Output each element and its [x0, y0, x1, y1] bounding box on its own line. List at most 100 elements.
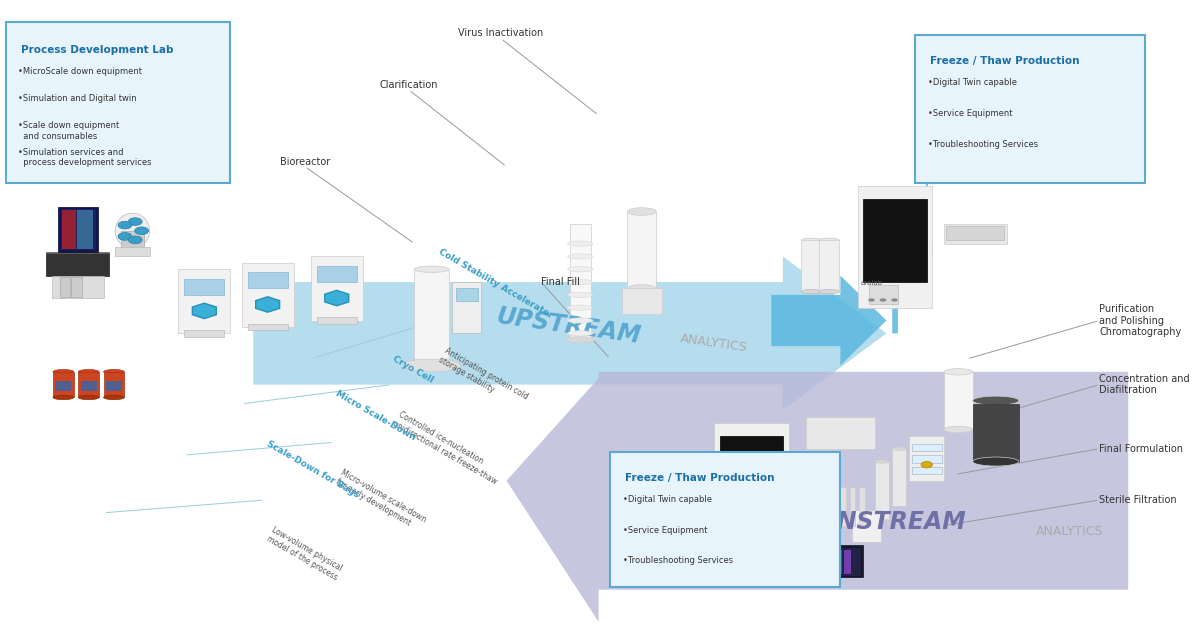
Text: ANALYTICS: ANALYTICS [679, 332, 748, 354]
Ellipse shape [679, 574, 702, 579]
Ellipse shape [568, 305, 593, 310]
Circle shape [128, 218, 142, 226]
FancyBboxPatch shape [816, 550, 823, 574]
FancyBboxPatch shape [60, 208, 96, 250]
Ellipse shape [568, 292, 593, 297]
FancyBboxPatch shape [725, 522, 754, 542]
Text: •Service Equipment: •Service Equipment [623, 526, 707, 535]
Circle shape [880, 298, 887, 302]
Ellipse shape [668, 476, 690, 479]
FancyBboxPatch shape [247, 324, 288, 330]
FancyBboxPatch shape [912, 467, 942, 474]
Circle shape [118, 233, 132, 240]
FancyBboxPatch shape [247, 272, 288, 288]
FancyBboxPatch shape [806, 577, 840, 580]
FancyBboxPatch shape [103, 372, 125, 397]
FancyBboxPatch shape [184, 330, 224, 337]
Ellipse shape [944, 426, 973, 433]
Polygon shape [772, 276, 887, 365]
FancyBboxPatch shape [806, 417, 875, 449]
Circle shape [868, 298, 875, 302]
Text: •Simulation services and
  process development services: •Simulation services and process develop… [18, 148, 152, 167]
Polygon shape [325, 290, 349, 306]
Ellipse shape [78, 369, 100, 374]
Ellipse shape [568, 267, 593, 272]
Ellipse shape [403, 359, 461, 372]
FancyBboxPatch shape [840, 487, 846, 526]
Text: Final Formulation: Final Formulation [1099, 444, 1183, 454]
Ellipse shape [875, 460, 889, 463]
FancyBboxPatch shape [714, 423, 788, 545]
FancyBboxPatch shape [869, 285, 898, 304]
FancyBboxPatch shape [916, 35, 1146, 183]
FancyBboxPatch shape [456, 288, 478, 301]
Ellipse shape [944, 369, 973, 375]
Text: Freeze / Thaw Production: Freeze / Thaw Production [930, 56, 1080, 67]
Ellipse shape [628, 285, 656, 292]
Text: Sterile Filtration: Sterile Filtration [1099, 495, 1177, 505]
Text: •Simulation and Digital twin: •Simulation and Digital twin [18, 94, 137, 103]
FancyBboxPatch shape [679, 548, 702, 577]
FancyBboxPatch shape [6, 22, 230, 183]
Ellipse shape [802, 290, 822, 294]
Circle shape [748, 535, 754, 539]
Ellipse shape [568, 331, 593, 336]
Polygon shape [192, 303, 216, 319]
FancyBboxPatch shape [817, 575, 829, 578]
FancyBboxPatch shape [46, 252, 109, 253]
FancyBboxPatch shape [115, 247, 150, 256]
FancyBboxPatch shape [628, 212, 656, 288]
Text: Scale-Down for Bags: Scale-Down for Bags [265, 440, 360, 500]
Ellipse shape [78, 395, 100, 400]
FancyBboxPatch shape [858, 186, 932, 308]
FancyBboxPatch shape [317, 317, 356, 324]
FancyBboxPatch shape [77, 210, 94, 249]
Ellipse shape [568, 279, 593, 285]
Ellipse shape [892, 447, 906, 451]
FancyBboxPatch shape [184, 279, 224, 295]
FancyBboxPatch shape [818, 240, 839, 292]
FancyBboxPatch shape [859, 487, 864, 526]
FancyBboxPatch shape [912, 444, 942, 451]
FancyBboxPatch shape [241, 263, 294, 327]
FancyBboxPatch shape [622, 288, 662, 314]
Circle shape [724, 535, 731, 539]
Text: •Service Equipment: •Service Equipment [928, 109, 1013, 118]
FancyBboxPatch shape [912, 455, 942, 463]
FancyBboxPatch shape [785, 547, 862, 576]
FancyBboxPatch shape [798, 550, 805, 574]
Text: Virus Inactivation: Virus Inactivation [458, 28, 544, 38]
FancyBboxPatch shape [910, 436, 944, 481]
Text: Cold Stability Accelerator: Cold Stability Accelerator [438, 247, 554, 320]
Ellipse shape [628, 208, 656, 215]
FancyBboxPatch shape [610, 452, 840, 587]
Text: Concentration and
Diafiltration: Concentration and Diafiltration [1099, 374, 1190, 395]
FancyBboxPatch shape [864, 199, 926, 282]
FancyBboxPatch shape [414, 269, 449, 359]
Ellipse shape [53, 369, 73, 374]
Circle shape [736, 535, 743, 539]
Ellipse shape [568, 241, 593, 246]
Text: Process Development Lab: Process Development Lab [20, 45, 173, 55]
FancyBboxPatch shape [570, 224, 590, 340]
Text: Purification
and Polishing
Chromatography: Purification and Polishing Chromatograph… [1099, 304, 1182, 337]
Ellipse shape [568, 318, 593, 323]
Ellipse shape [103, 395, 125, 400]
Text: aralab: aralab [718, 511, 739, 517]
Circle shape [892, 298, 898, 302]
FancyBboxPatch shape [60, 277, 71, 297]
FancyBboxPatch shape [55, 381, 71, 391]
FancyBboxPatch shape [944, 372, 973, 429]
Ellipse shape [115, 213, 150, 249]
FancyBboxPatch shape [62, 210, 76, 249]
FancyBboxPatch shape [852, 510, 881, 542]
Ellipse shape [818, 290, 839, 294]
FancyBboxPatch shape [668, 478, 690, 529]
FancyBboxPatch shape [875, 462, 889, 519]
Ellipse shape [649, 523, 670, 528]
Text: Cryo Cell: Cryo Cell [391, 354, 436, 385]
FancyBboxPatch shape [720, 436, 782, 519]
FancyBboxPatch shape [179, 269, 230, 333]
Polygon shape [256, 297, 280, 312]
FancyBboxPatch shape [802, 240, 822, 292]
